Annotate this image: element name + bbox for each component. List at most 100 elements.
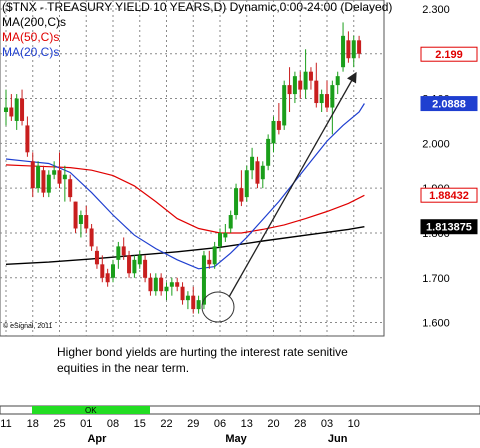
candle-down <box>89 228 94 247</box>
candle-up <box>36 165 41 189</box>
y-axis: 2.3002.1002.0001.9001.8001.7001.6002.199… <box>420 4 478 330</box>
candles <box>4 22 362 314</box>
candle-down <box>25 125 30 153</box>
candle-up <box>266 138 271 166</box>
candle-down <box>73 201 78 229</box>
candle-up <box>137 255 142 265</box>
x-tick-label: 15 <box>134 418 146 430</box>
x-tick-label: 25 <box>53 418 65 430</box>
last-value-box <box>420 219 478 235</box>
x-axis: 11 18 25 01 08 15 22 29 06 13 20 28 03 10 Apr May Jun <box>0 418 360 445</box>
candle-down <box>357 40 362 54</box>
candle-down <box>314 80 319 104</box>
candle-up <box>218 232 222 247</box>
annotation-text: Higher bond yields are hurting the inter… <box>57 345 348 375</box>
candle-down <box>9 107 14 117</box>
y-tick-label: 2.300 <box>422 4 450 16</box>
x-tick-label: 08 <box>107 418 119 430</box>
candle-down <box>143 259 148 278</box>
last-value-label: 2.0888 <box>432 99 466 111</box>
candle-up <box>201 255 206 305</box>
legend-ma200: MA(200,C)s <box>2 15 66 29</box>
candle-down <box>20 98 25 121</box>
status-badge: OK <box>85 406 97 415</box>
last-value-box <box>420 187 478 203</box>
watermark: © eSignal, 2011 <box>3 322 53 330</box>
candle-up <box>185 295 190 301</box>
x-tick-label: 18 <box>27 418 39 430</box>
candle-up <box>164 286 169 292</box>
candle-up <box>196 300 201 310</box>
candle-down <box>175 282 180 287</box>
annotations <box>201 71 357 323</box>
candle-up <box>228 215 233 229</box>
candle-up <box>351 40 356 59</box>
low-circle <box>201 291 235 323</box>
candle-up <box>62 174 67 180</box>
x-month-label: Apr <box>87 433 107 445</box>
candle-up <box>169 282 174 287</box>
candle-up <box>4 107 8 112</box>
plot-area <box>0 0 385 337</box>
candle-up <box>132 259 137 274</box>
candle-up <box>234 188 239 216</box>
candle-up <box>335 76 340 86</box>
candle-down <box>239 188 244 202</box>
candle-down <box>121 246 126 256</box>
chart-title: ($TNX - TREASURY YIELD 10 YEARS,D) Dynam… <box>2 0 392 14</box>
legend-ma20: MA(20,C)s <box>2 45 59 59</box>
candle-down <box>180 286 185 301</box>
candle-up <box>260 165 265 180</box>
candle-down <box>68 179 73 198</box>
candle-down <box>100 264 105 278</box>
trend-arrow <box>228 71 357 298</box>
candle-up <box>303 71 308 90</box>
candle-up <box>250 156 255 171</box>
candle-down <box>30 161 35 189</box>
x-month-label: May <box>225 433 247 445</box>
candle-up <box>14 98 19 121</box>
candle-down <box>207 259 212 265</box>
candle-up <box>282 85 287 126</box>
status-ok-bar <box>32 406 150 414</box>
candle-down <box>84 215 89 229</box>
candle-up <box>52 170 57 175</box>
last-value-box <box>420 46 478 62</box>
candle-up <box>116 246 121 260</box>
x-tick-label: 03 <box>321 418 333 430</box>
x-month-label: Jun <box>328 433 348 445</box>
candle-down <box>41 170 46 193</box>
candle-down <box>325 94 329 108</box>
candle-up <box>46 174 51 193</box>
candle-up <box>330 85 335 108</box>
x-tick-label: 10 <box>348 418 360 430</box>
candle-down <box>255 161 260 184</box>
candle-down <box>191 295 196 310</box>
candle-down <box>287 85 292 95</box>
candle-down <box>94 250 99 265</box>
x-tick-label: 22 <box>160 418 172 430</box>
x-tick-label: 11 <box>0 418 11 430</box>
candle-down <box>346 40 351 59</box>
candle-up <box>271 120 276 144</box>
candle-up <box>111 264 115 278</box>
ma200-line <box>5 226 365 265</box>
candle-down <box>127 255 132 274</box>
legend-ma50: MA(50,C)s <box>2 30 59 44</box>
x-tick-label: 01 <box>80 418 92 430</box>
y-tick-label: 1.600 <box>422 318 450 330</box>
candle-up <box>78 215 83 224</box>
last-value-label: 1.813875 <box>426 222 472 234</box>
y-tick-label: 2.000 <box>422 138 450 150</box>
candle-up <box>153 277 158 292</box>
candle-down <box>57 170 62 184</box>
candle-up <box>292 76 297 95</box>
x-tick-label: 28 <box>294 418 306 430</box>
y-tick-label: 1.700 <box>422 273 450 285</box>
candle-down <box>276 120 281 130</box>
x-tick-label: 20 <box>267 418 279 430</box>
ma50-line <box>5 164 365 234</box>
candle-down <box>298 80 303 90</box>
last-value-box <box>420 96 478 112</box>
